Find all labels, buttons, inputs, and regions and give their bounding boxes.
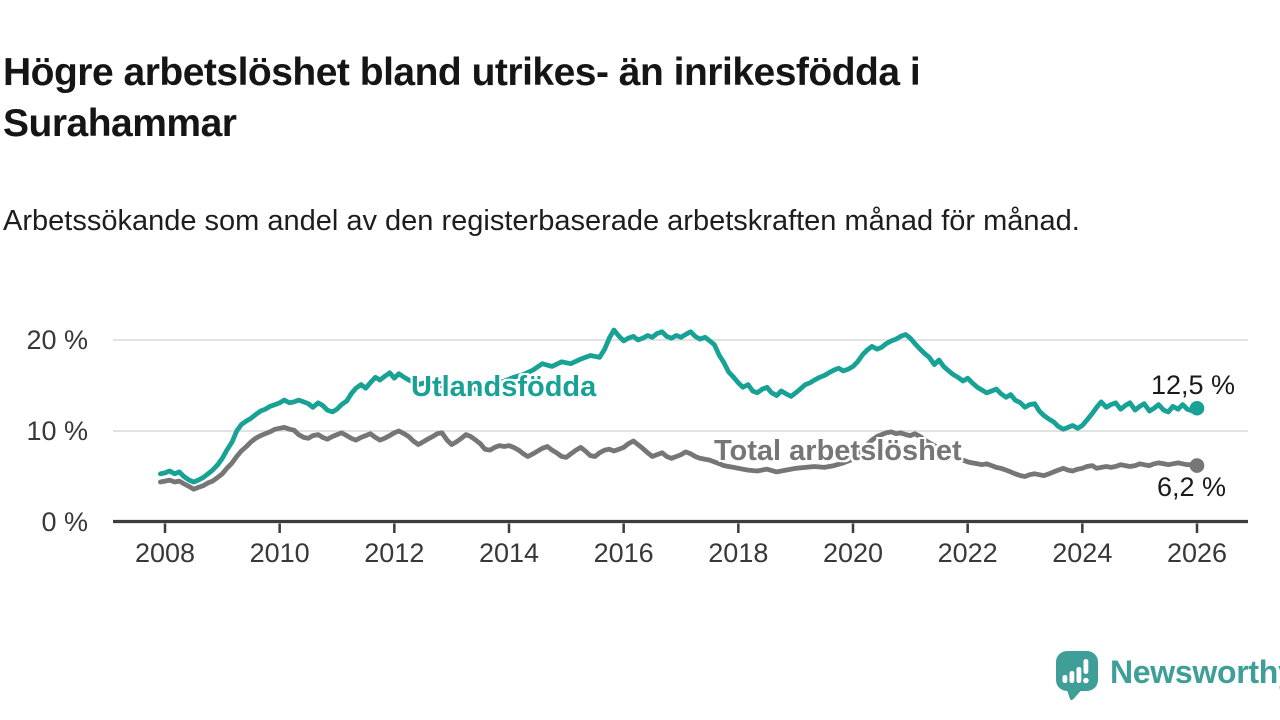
x-tick-label: 2022	[937, 538, 998, 568]
y-tick-label: 0 %	[41, 507, 88, 537]
end-value-label-total-arbetsloshet: 6,2 %	[1156, 472, 1226, 502]
x-tick-label: 2016	[593, 538, 654, 568]
series-line-utlandsf-dda	[157, 327, 1200, 485]
page-title: Högre arbetslöshet bland utrikes- än inr…	[3, 51, 921, 145]
x-tick-label: 2024	[1052, 538, 1113, 568]
x-tick-label: 2010	[249, 538, 310, 568]
y-tick-label: 10 %	[26, 416, 88, 446]
newsworthy-logo: Newsworthy	[1054, 649, 1280, 709]
x-tick-label: 2014	[478, 538, 540, 568]
y-tick-label: 20 %	[26, 325, 88, 355]
x-tick-label: 2012	[364, 538, 425, 568]
series-end-dot	[1189, 400, 1205, 416]
chart-subtitle: Arbetssökande som andel av den registerb…	[3, 205, 1080, 237]
end-value-label-utlandsfodda: 12,5 %	[1150, 370, 1235, 400]
newsworthy-logo-text: Newsworthy	[1110, 654, 1280, 690]
newsworthy-logo-icon	[1056, 651, 1098, 701]
x-tick-label: 2008	[134, 538, 196, 568]
x-tick-label: 2026	[1166, 538, 1228, 568]
series-label-utlandsfodda: Utlandsfödda	[411, 371, 597, 403]
series-end-dot	[1189, 458, 1205, 473]
series-label-total-arbetsloshet: Total arbetslöshet	[714, 435, 962, 467]
x-tick-label: 2018	[708, 538, 769, 568]
series-line-total-arbetsl-shet	[157, 424, 1200, 492]
x-tick-label: 2020	[822, 538, 884, 568]
